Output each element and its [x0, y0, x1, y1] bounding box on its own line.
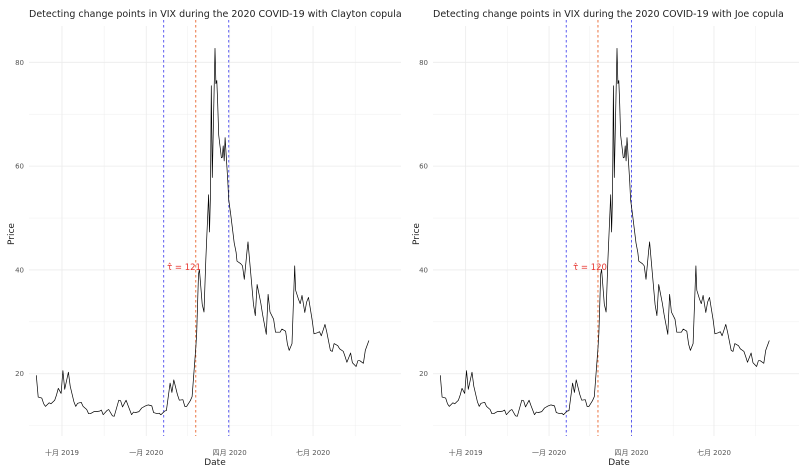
y-tick-label: 20	[15, 370, 24, 378]
series-joe	[439, 47, 770, 417]
y-ticks-joe: 20 40 60 80	[419, 59, 428, 378]
chart-panel-clayton: Detecting change points in VIX during th…	[7, 9, 402, 468]
x-tick-label: 四月 2020	[213, 449, 247, 457]
change-point-label-joe: τ̂ = 120	[573, 262, 607, 273]
x-tick-label: 七月 2020	[296, 448, 330, 457]
chart-title-clayton: Detecting change points in VIX during th…	[29, 9, 402, 20]
x-tick-label: 一月 2020	[129, 449, 163, 457]
y-tick-label: 40	[15, 266, 24, 274]
change-point-lines-clayton	[163, 20, 230, 436]
x-axis-title-clayton: Date	[204, 458, 226, 468]
x-ticks-clayton: 十月 2019 一月 2020 四月 2020 七月 2020	[45, 448, 330, 457]
change-point-label-clayton: τ̂ = 121	[167, 262, 201, 273]
chart-title-joe: Detecting change points in VIX during th…	[433, 9, 784, 20]
x-axis-title-joe: Date	[608, 458, 630, 468]
y-ticks-clayton: 20 40 60 80	[15, 59, 24, 378]
x-tick-label: 一月 2020	[532, 449, 566, 457]
y-tick-label: 60	[15, 163, 24, 171]
series-clayton	[35, 47, 370, 417]
series-line-vix	[35, 47, 370, 417]
chart-panel-joe: Detecting change points in VIX during th…	[412, 9, 799, 468]
y-tick-label: 80	[419, 59, 428, 67]
y-tick-label: 80	[15, 59, 24, 67]
y-tick-label: 60	[419, 163, 428, 171]
x-ticks-joe: 十月 2019 一月 2020 四月 2020 七月 2020	[449, 448, 731, 457]
x-tick-label: 十月 2019	[449, 448, 483, 457]
grid-clayton	[29, 26, 401, 436]
y-axis-title-clayton: Price	[7, 223, 17, 245]
y-axis-title-joe: Price	[412, 223, 422, 245]
x-tick-label: 四月 2020	[614, 449, 648, 457]
series-line-vix	[439, 47, 770, 417]
y-tick-label: 40	[419, 266, 428, 274]
x-tick-label: 十月 2019	[45, 448, 79, 457]
change-point-lines-joe	[565, 20, 632, 436]
x-tick-label: 七月 2020	[697, 448, 731, 457]
y-tick-label: 20	[419, 370, 428, 378]
